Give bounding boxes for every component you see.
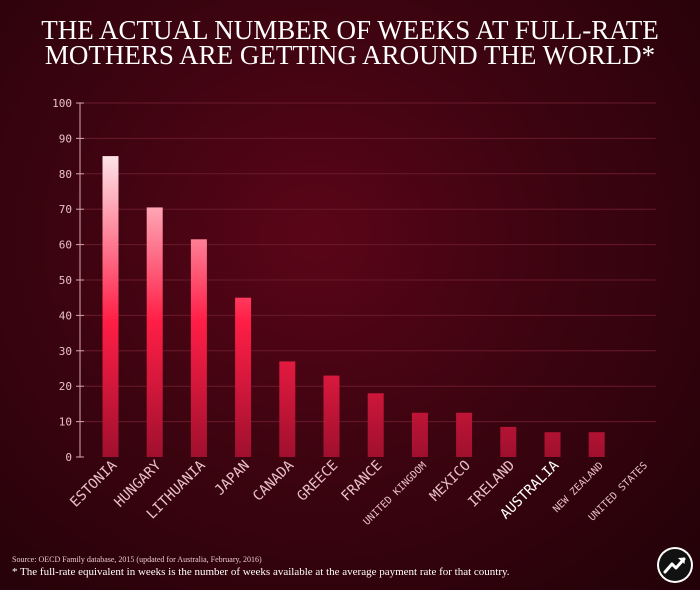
bar [500, 426, 517, 457]
y-axis: 0 10 20 30 40 50 60 70 80 90 100 [52, 97, 84, 464]
bar [146, 207, 163, 457]
y-tick-label: 50 [59, 274, 72, 287]
title-line-2: MOTHERS ARE GETTING AROUND THE WORLD* [44, 40, 656, 70]
y-tick-label: 20 [59, 380, 72, 393]
bar [235, 297, 252, 457]
y-tick-label: 100 [52, 97, 72, 110]
bar [102, 156, 119, 457]
title-line-1: THE ACTUAL NUMBER OF WEEKS AT FULL-RATE [41, 15, 659, 45]
x-tick-label: CANADA [250, 457, 297, 504]
x-tick-label: JAPAN [212, 458, 253, 499]
y-tick-label: 80 [59, 168, 72, 181]
y-tick-label: 90 [59, 132, 72, 145]
bar [279, 361, 296, 457]
y-tick-label: 0 [65, 451, 72, 464]
trend-arrow-icon [663, 557, 686, 574]
chart-title: THE ACTUAL NUMBER OF WEEKS AT FULL-RATE … [0, 15, 700, 70]
bars [102, 156, 605, 457]
bar [367, 393, 384, 457]
bar [411, 412, 428, 457]
bar [456, 412, 473, 457]
x-tick-label: FRANCE [338, 458, 385, 505]
y-tick-label: 60 [59, 239, 72, 252]
y-tick-label: 40 [59, 309, 72, 322]
x-tick-label: GREECE [294, 458, 341, 505]
x-tick-label: ESTONIA [67, 457, 120, 510]
logo-badge [659, 549, 691, 581]
trend-arrow-logo-icon [657, 547, 693, 583]
y-tick-label: 30 [59, 345, 72, 358]
bar [544, 432, 561, 457]
bar [190, 239, 207, 457]
y-tick-label: 10 [59, 416, 72, 429]
y-tick-label: 70 [59, 203, 72, 216]
gridlines [84, 102, 656, 423]
bar [323, 375, 340, 457]
bar [588, 432, 605, 457]
source-note: Source: OECD Family database, 2015 (upda… [12, 555, 262, 564]
footnote: * The full-rate equivalent in weeks is t… [12, 566, 510, 578]
